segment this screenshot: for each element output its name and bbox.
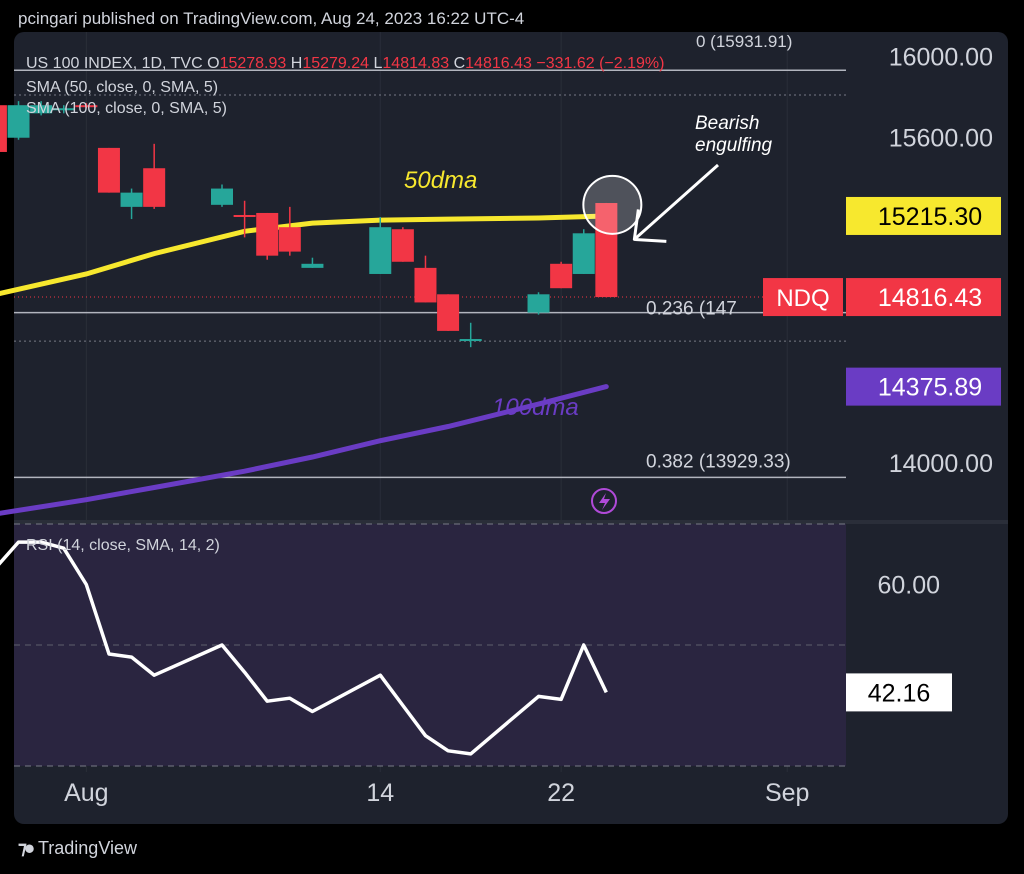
annotation-bearish-engulfing-line1: Bearish	[695, 113, 759, 134]
candle-body	[256, 212, 279, 256]
price-axis-tick: 16000.00	[889, 43, 993, 71]
lightning-icon-bolt	[599, 493, 610, 510]
candle-body	[459, 339, 482, 342]
time-axis-tick: Aug	[64, 779, 108, 807]
fib-label-0: 0 (15931.91)	[696, 32, 792, 51]
publish-header: pcingari published on TradingView.com, A…	[18, 9, 525, 28]
candle-body	[301, 263, 324, 268]
sma50-legend: SMA (50, close, 0, SMA, 5)	[26, 79, 218, 96]
candle-body	[30, 105, 53, 114]
candle-body	[75, 105, 98, 108]
candle-body	[120, 192, 143, 207]
pattern-highlight-circle	[582, 174, 643, 235]
candle-body	[233, 215, 256, 217]
time-axis[interactable]: Aug 14 22 Sep	[64, 32, 809, 807]
fib-label-0-382: 0.382 (13929.33)	[646, 451, 791, 472]
lightning-icon	[591, 488, 617, 514]
rsi-pane[interactable]: RSI (14, close, SMA, 14, 2) 60.00 42.16	[0, 523, 952, 767]
annotation-100dma: 100dma	[492, 394, 579, 421]
annotation-arrow-shaft	[633, 163, 719, 241]
sma50-line	[0, 213, 609, 296]
price-label-sma50-text: 15215.30	[878, 203, 982, 231]
candle-body	[391, 229, 414, 262]
price-label-sma100	[846, 367, 1001, 406]
time-axis-tick: 14	[366, 779, 394, 807]
candle-body	[97, 147, 120, 193]
price-label-sma50	[846, 196, 1001, 235]
sma100-legend: SMA (100, close, 0, SMA, 5)	[26, 100, 227, 117]
candle-body	[143, 168, 166, 207]
time-axis-tick: Sep	[765, 779, 809, 807]
ohlc-legend-line: US 100 INDEX, 1D, TVC O15278.93 H15279.2…	[26, 55, 664, 72]
sma100-line	[0, 384, 609, 516]
annotation-arrow-head	[632, 209, 667, 243]
price-label-last	[846, 278, 1001, 317]
price-label-last-text: 14816.43	[878, 284, 982, 312]
candle-body	[527, 294, 550, 313]
price-axis-tick: 15600.00	[889, 125, 993, 153]
price-pane[interactable]: 0.236 (147 0.382 (13929.33) Bearishengulfi…	[0, 32, 1001, 516]
tradingview-brand: TradingView	[37, 838, 138, 858]
symbol-tag-text: NDQ	[776, 285, 829, 312]
rsi-legend: RSI (14, close, SMA, 14, 2)	[26, 537, 220, 554]
candle-body	[52, 108, 75, 111]
candle-body	[595, 203, 618, 298]
candle-body	[572, 233, 595, 274]
price-axis-tick: 14000.00	[889, 450, 993, 478]
rsi-axis-tick: 60.00	[877, 571, 940, 599]
pane-separator[interactable]	[14, 520, 1008, 524]
price-label-sma100-text: 14375.89	[878, 374, 982, 402]
candle-body	[211, 188, 233, 205]
tradingview-logo-icon: ⁊⦁	[18, 838, 34, 858]
symbol-tag	[763, 278, 843, 317]
tradingview-footer[interactable]: ⁊⦁ TradingView	[18, 838, 137, 859]
candle-body	[0, 105, 7, 152]
candle-body	[550, 263, 573, 289]
rsi-last-label	[846, 673, 952, 712]
time-axis-tick: 22	[547, 779, 575, 807]
rsi-line	[0, 540, 608, 756]
annotation-50dma: 50dma	[404, 167, 477, 194]
rsi-last-label-text: 42.16	[868, 679, 931, 707]
candle-body	[7, 105, 30, 138]
ohlc-legend: US 100 INDEX, 1D, TVC O15278.93 H15279.2…	[26, 55, 664, 117]
annotation-bearish-engulfing-line2: engulfing	[695, 135, 773, 156]
candle-body	[369, 227, 392, 274]
candle-body	[414, 267, 437, 303]
candle-body	[278, 227, 301, 252]
fib-label-0-236: 0.236 (147	[646, 299, 737, 320]
candle-body	[437, 294, 460, 331]
